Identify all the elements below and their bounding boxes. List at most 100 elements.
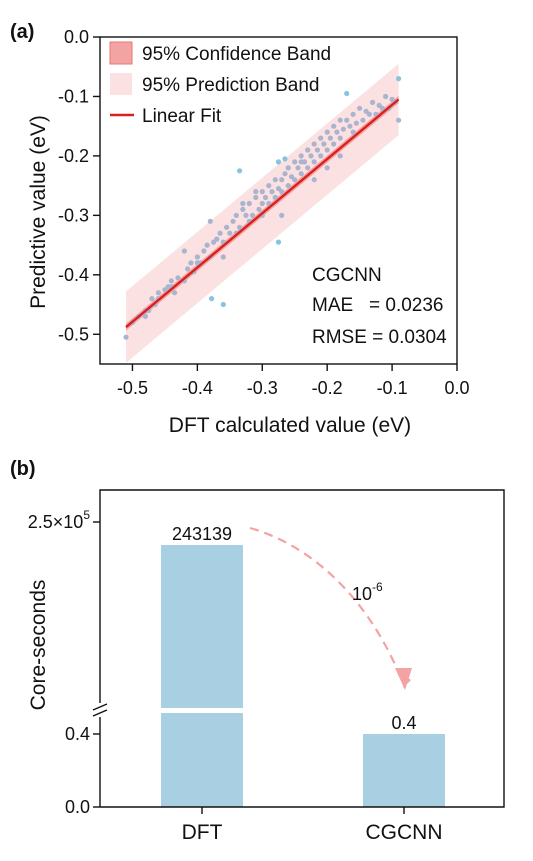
outlier-point	[237, 168, 243, 174]
y-tick-label: 0.4	[65, 724, 90, 744]
data-point	[324, 165, 330, 171]
data-point	[305, 147, 311, 153]
data-point	[214, 236, 220, 242]
data-point	[366, 111, 372, 117]
data-point	[201, 248, 207, 254]
data-point	[185, 266, 191, 272]
y-tick-label: 2.5×105	[28, 508, 91, 532]
legend-swatch-confidence	[109, 41, 133, 65]
bar-cgcnn	[363, 734, 445, 807]
y-tick-label: -0.5	[58, 324, 89, 344]
data-point	[233, 212, 239, 218]
legend: 95% Confidence Band 95% Prediction Band …	[109, 41, 331, 127]
data-point	[237, 224, 243, 230]
data-point	[285, 183, 291, 189]
x-tick-label-dft: DFT	[182, 821, 223, 844]
y-tick-label: -0.1	[58, 86, 89, 106]
data-point	[253, 194, 259, 201]
data-point	[383, 93, 389, 100]
x-tick-label: -0.3	[247, 378, 278, 398]
legend-label-prediction: 95% Prediction Band	[142, 75, 319, 96]
data-point	[279, 189, 285, 195]
data-label-dft: 243139	[172, 524, 232, 544]
speedup-arrow-head	[397, 670, 411, 688]
data-point	[266, 183, 272, 189]
data-point	[243, 212, 249, 218]
data-point	[162, 287, 168, 293]
rmse-annotation: RMSE = 0.0304	[312, 327, 447, 348]
data-point	[240, 206, 246, 212]
data-point	[337, 117, 343, 123]
bar-dft	[161, 545, 243, 807]
model-name-annotation: CGCNN	[312, 265, 382, 286]
y-tick-label: 0.0	[64, 27, 89, 47]
data-point	[172, 290, 178, 296]
data-point	[194, 260, 200, 266]
data-point	[266, 200, 272, 207]
bar-panel: 2.5×105 0.4 0.0 DFT CGCNN 243139 0.4 10-…	[28, 489, 505, 844]
data-point	[259, 189, 265, 195]
x-tick-label: -0.5	[117, 378, 148, 398]
data-point	[360, 117, 366, 123]
speedup-arrow-tip	[395, 668, 412, 690]
data-point	[321, 141, 327, 147]
data-point	[249, 212, 256, 218]
data-point	[256, 206, 262, 212]
data-point	[308, 153, 314, 159]
data-point	[314, 147, 320, 153]
x-tick-label: -0.1	[377, 378, 408, 398]
outlier-point	[209, 296, 215, 302]
data-point	[194, 254, 200, 260]
plot-frame	[99, 36, 458, 365]
data-point	[298, 159, 304, 165]
data-point	[331, 141, 337, 147]
data-point	[259, 200, 265, 207]
data-point	[373, 111, 379, 117]
y-tick-label: -0.2	[58, 146, 89, 166]
x-tick-label-cgcnn: CGCNN	[366, 821, 443, 844]
data-point	[246, 200, 252, 207]
data-point	[327, 135, 333, 141]
data-point	[175, 275, 181, 281]
scatter-panel: -0.5 -0.4 -0.3 -0.2 -0.1 0.0 -0.5 -0.4 -0.3 -0.2…	[58, 27, 470, 398]
data-point	[324, 147, 330, 153]
data-point	[155, 290, 161, 296]
outlier-point	[275, 239, 282, 245]
data-point	[295, 165, 301, 171]
data-point	[149, 296, 155, 302]
axis-break-mark-lower	[92, 709, 108, 717]
data-point	[123, 334, 129, 340]
data-point	[298, 171, 304, 177]
outlier-point	[220, 301, 226, 308]
y-tick-label: 0.0	[65, 797, 90, 817]
outlier-point	[282, 156, 288, 162]
linear-fit-line	[125, 98, 400, 329]
mae-annotation: MAE = 0.0236	[312, 295, 444, 316]
speedup-annotation: 10-6	[352, 580, 383, 604]
x-tick-label: -0.4	[182, 378, 213, 398]
panel-b-label: (b)	[10, 458, 36, 480]
data-point	[188, 260, 194, 266]
data-point	[269, 189, 275, 195]
outlier-point	[396, 76, 402, 82]
y-axis-label: Predictive value (eV)	[27, 115, 50, 309]
data-point	[279, 177, 285, 183]
data-point	[224, 224, 230, 230]
data-point	[337, 153, 343, 159]
data-point	[181, 248, 187, 254]
data-point	[379, 105, 385, 111]
data-point	[350, 111, 356, 117]
data-point	[207, 218, 213, 224]
x-tick-label: 0.0	[444, 378, 469, 398]
data-point	[344, 117, 350, 123]
data-point	[292, 159, 298, 165]
axis-break-mark-upper	[92, 703, 108, 711]
data-point	[227, 230, 233, 236]
data-point	[204, 242, 210, 248]
x-axis-label: DFT calculated value (eV)	[169, 414, 411, 437]
data-point	[279, 212, 285, 218]
data-point	[285, 165, 291, 171]
legend-label-confidence: 95% Confidence Band	[142, 44, 331, 65]
data-point	[340, 126, 346, 132]
